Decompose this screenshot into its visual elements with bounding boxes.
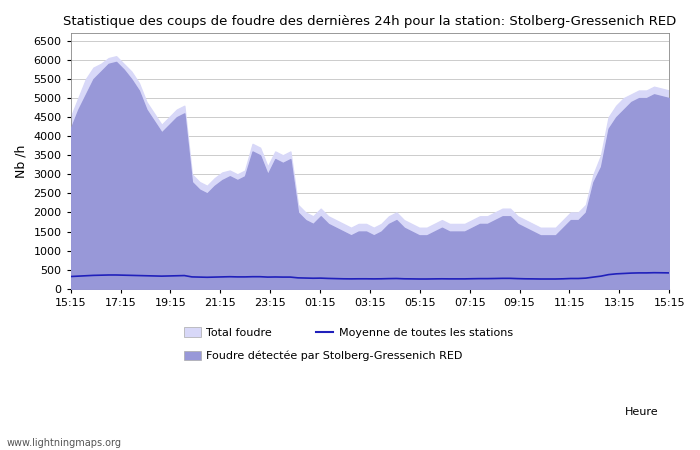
Y-axis label: Nb /h: Nb /h — [15, 144, 28, 178]
Text: www.lightningmaps.org: www.lightningmaps.org — [7, 438, 122, 448]
Text: Heure: Heure — [624, 407, 658, 417]
Legend: Foudre détectée par Stolberg-Gressenich RED: Foudre détectée par Stolberg-Gressenich … — [184, 351, 463, 361]
Title: Statistique des coups de foudre des dernières 24h pour la station: Stolberg-Gres: Statistique des coups de foudre des dern… — [63, 15, 677, 28]
